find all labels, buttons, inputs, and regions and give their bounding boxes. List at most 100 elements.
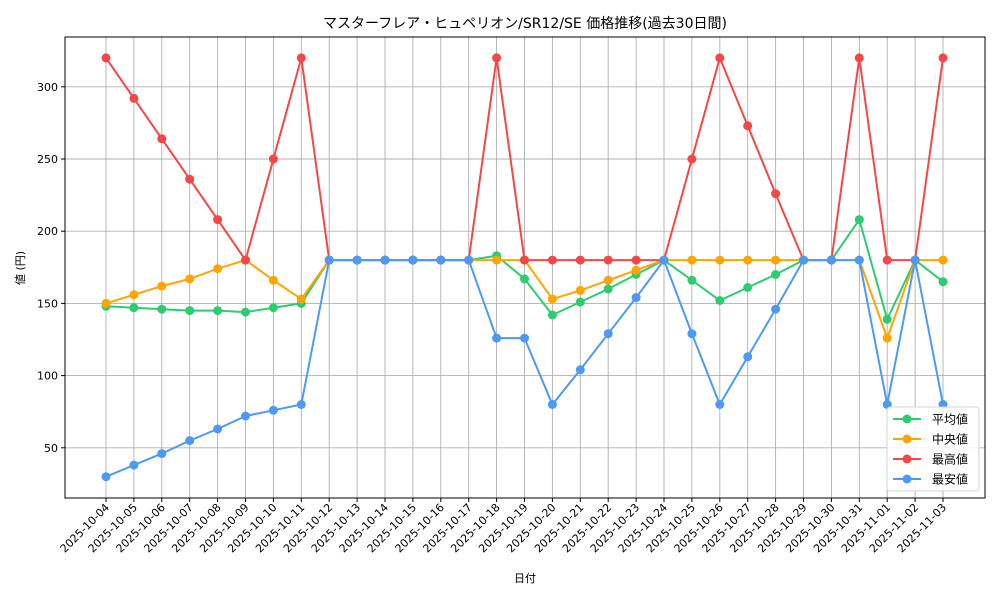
data-point-marker xyxy=(603,284,613,294)
data-point-marker xyxy=(185,306,195,316)
data-point-marker xyxy=(241,255,250,265)
data-point-marker xyxy=(854,53,864,63)
data-point-marker xyxy=(882,255,892,265)
data-point-marker xyxy=(771,270,781,279)
data-point-marker xyxy=(213,215,223,225)
data-point-marker xyxy=(938,53,948,63)
data-point-marker xyxy=(715,255,725,265)
y-axis-label: 値 (円) xyxy=(14,251,27,285)
data-point-marker xyxy=(213,306,223,316)
data-point-marker xyxy=(520,333,529,343)
data-point-marker xyxy=(659,255,669,265)
data-point-marker xyxy=(408,255,418,265)
data-point-marker xyxy=(185,174,195,184)
data-point-marker xyxy=(492,333,502,343)
data-point-marker xyxy=(296,53,306,63)
data-point-marker xyxy=(296,400,306,409)
legend-item: 最高値 xyxy=(893,452,968,467)
data-point-marker xyxy=(268,275,278,285)
legend-label: 最安値 xyxy=(932,472,968,487)
legend-marker-icon xyxy=(902,454,912,464)
data-point-marker xyxy=(185,274,195,284)
legend-item: 平均値 xyxy=(893,412,968,427)
data-point-marker xyxy=(603,275,613,285)
data-point-marker xyxy=(157,304,167,314)
data-point-marker xyxy=(492,53,502,63)
data-point-marker xyxy=(101,298,111,308)
data-point-marker xyxy=(352,255,362,265)
data-point-marker xyxy=(882,314,892,324)
data-point-marker xyxy=(157,449,167,459)
data-point-marker xyxy=(380,255,390,265)
data-point-marker xyxy=(296,294,306,304)
data-point-marker xyxy=(826,255,836,265)
data-point-marker xyxy=(603,329,613,339)
data-point-marker xyxy=(882,333,892,343)
data-point-marker xyxy=(129,303,139,313)
data-point-marker xyxy=(101,472,111,482)
data-point-marker xyxy=(799,255,808,265)
legend-marker-icon xyxy=(902,434,912,444)
series-3 xyxy=(101,255,948,482)
data-point-marker xyxy=(324,255,334,265)
data-point-marker xyxy=(743,255,753,265)
y-tick-label: 150 xyxy=(37,297,58,310)
data-point-marker xyxy=(743,283,753,292)
data-point-marker xyxy=(185,436,195,446)
data-point-marker xyxy=(715,296,725,305)
data-point-marker xyxy=(687,329,697,339)
data-point-marker xyxy=(687,154,697,164)
data-point-marker xyxy=(157,281,167,291)
data-point-marker xyxy=(268,303,278,313)
grid-lines xyxy=(65,37,985,498)
y-tick-label: 100 xyxy=(37,370,58,383)
legend-marker-icon xyxy=(902,474,912,484)
legend-box xyxy=(886,406,980,492)
data-point-marker xyxy=(938,255,948,265)
data-point-marker xyxy=(213,264,223,274)
data-point-marker xyxy=(854,215,864,225)
data-point-marker xyxy=(771,189,781,199)
data-point-marker xyxy=(743,121,753,131)
data-point-marker xyxy=(101,53,111,63)
y-tick-label: 200 xyxy=(37,225,58,238)
y-tick-label: 50 xyxy=(44,442,58,455)
data-point-marker xyxy=(157,134,167,144)
data-point-marker xyxy=(631,255,641,265)
data-point-marker xyxy=(547,310,557,320)
data-point-marker xyxy=(771,304,781,314)
data-point-marker xyxy=(436,255,446,265)
data-point-marker xyxy=(575,255,585,265)
data-point-marker xyxy=(268,154,278,164)
data-point-marker xyxy=(631,265,641,275)
legend-marker-icon xyxy=(902,414,912,424)
data-point-marker xyxy=(687,275,697,285)
x-axis-ticks: 2025-10-042025-10-052025-10-062025-10-07… xyxy=(58,498,949,555)
y-tick-label: 250 xyxy=(37,153,58,166)
legend-item: 中央値 xyxy=(893,432,968,447)
y-tick-label: 300 xyxy=(37,81,58,94)
data-point-marker xyxy=(129,460,139,470)
data-point-marker xyxy=(492,255,502,265)
data-point-marker xyxy=(520,255,529,265)
data-point-marker xyxy=(715,400,725,409)
data-point-marker xyxy=(129,93,139,103)
y-axis-ticks: 50 100 150 200 250 300 xyxy=(37,81,65,455)
legend-label: 中央値 xyxy=(932,432,968,447)
data-point-marker xyxy=(129,290,139,300)
data-point-marker xyxy=(910,255,920,265)
data-point-marker xyxy=(547,294,557,304)
data-point-marker xyxy=(575,285,585,295)
legend-label: 平均値 xyxy=(932,412,968,427)
x-axis-label: 日付 xyxy=(514,572,536,585)
data-point-marker xyxy=(575,297,585,307)
data-point-marker xyxy=(743,352,753,362)
data-point-marker xyxy=(213,424,223,434)
data-point-marker xyxy=(547,255,557,265)
data-point-marker xyxy=(715,53,725,63)
legend-item: 最安値 xyxy=(893,472,968,487)
data-point-marker xyxy=(938,277,948,287)
data-series xyxy=(101,53,948,482)
